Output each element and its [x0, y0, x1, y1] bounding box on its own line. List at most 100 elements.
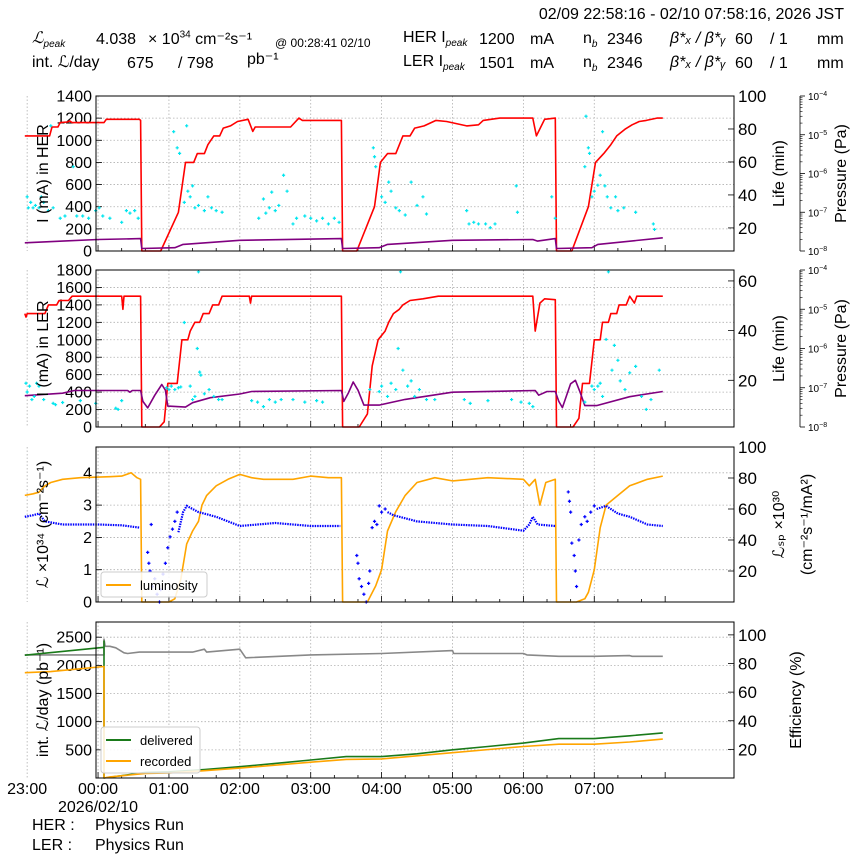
pressure-point — [255, 400, 260, 404]
pressure-point — [42, 397, 46, 402]
pressure-point — [403, 213, 407, 217]
pressure-point — [417, 387, 422, 392]
pressure-point — [86, 216, 91, 220]
pressure-point — [42, 200, 46, 204]
pressure-point — [190, 184, 195, 188]
specific-luminosity-trace — [177, 504, 341, 533]
pressure-point — [592, 189, 596, 193]
pressure-point — [401, 368, 405, 372]
pressure-point — [409, 180, 413, 184]
y-left-tick-label: 1400 — [56, 89, 92, 106]
ler-ipeak-label: LER Ipeak — [403, 53, 465, 73]
peak-luminosity-unit: × 1034 cm⁻²s⁻¹ — [148, 30, 252, 49]
specific-luminosity-point — [589, 510, 593, 514]
pressure-point — [199, 373, 203, 377]
y-left-tick-label: 4 — [83, 465, 92, 482]
pressure-point — [214, 209, 218, 213]
specific-luminosity-point — [574, 584, 579, 589]
pressure-point — [612, 343, 616, 347]
pressure-point — [433, 397, 437, 402]
pressure-point — [51, 206, 55, 210]
pressure-point — [394, 387, 398, 392]
y-right-tick-label: 60 — [738, 683, 757, 702]
specific-luminosity-point — [359, 584, 364, 589]
pressure-point — [476, 222, 481, 226]
pressure-point — [592, 387, 596, 392]
pressure-point — [49, 124, 53, 128]
pressure-point — [61, 400, 65, 405]
y-left-tick-label: 2 — [83, 530, 92, 547]
pressure-point — [326, 222, 331, 226]
her-ipeak-unit: mA — [530, 31, 554, 48]
y-left-tick-label: 400 — [65, 385, 92, 402]
pressure-point — [421, 195, 425, 199]
pressure-point — [63, 214, 67, 218]
x-tick-label: 05:00 — [432, 781, 472, 798]
pressure-point — [216, 397, 221, 402]
y-right-tick-label: 20 — [738, 740, 757, 759]
pressure-point — [628, 371, 632, 375]
pressure-tick-exponent: −6 — [819, 169, 827, 176]
y-right-tick-label: 20 — [738, 562, 757, 581]
her-beta-y: / 1 — [770, 31, 788, 48]
specific-luminosity-point — [166, 546, 170, 550]
pressure-point — [175, 146, 179, 150]
pressure-point — [182, 320, 186, 325]
pressure-point — [472, 220, 476, 224]
her-nb-text: n — [583, 30, 592, 47]
pressure-point — [264, 211, 268, 215]
specific-luminosity-point — [370, 526, 374, 530]
her-ipeak-value: 1200 — [479, 31, 515, 48]
pressure-point — [377, 389, 381, 394]
specific-luminosity-point — [355, 553, 359, 558]
pressure-point — [383, 200, 387, 204]
y-left-tick-label: 0 — [83, 595, 92, 612]
pressure-tick-exponent: −8 — [819, 422, 827, 429]
her-beta-x: 60 — [735, 31, 753, 48]
pressure-point — [281, 173, 286, 177]
pressure-point — [193, 206, 197, 210]
pressure-point — [584, 114, 588, 118]
pressure-point — [606, 270, 611, 274]
pressure-point — [51, 401, 55, 405]
pressure-point — [81, 214, 85, 218]
pressure-point — [604, 337, 608, 342]
specific-luminosity-trace — [386, 511, 556, 532]
x-tick-label: 07:00 — [574, 781, 614, 798]
pressure-point — [649, 397, 653, 402]
pressure-point — [209, 206, 214, 210]
pressure-point — [396, 346, 400, 351]
pressure-point — [609, 206, 613, 210]
pressure-point — [182, 200, 186, 204]
pressure-point — [37, 206, 41, 210]
legend: delivered recorded — [100, 726, 201, 774]
specific-luminosity-point — [170, 527, 175, 531]
y-left-tick-label: 200 — [65, 221, 92, 238]
y-right-axis-label: Life (min) — [771, 140, 788, 207]
pressure-point — [596, 183, 600, 187]
x-tick-label: 03:00 — [291, 781, 331, 798]
plot-frame — [95, 95, 735, 252]
y-right-tick-label: 40 — [738, 712, 757, 731]
pressure-tick-exponent: −4 — [819, 265, 827, 272]
pressure-point — [618, 379, 622, 383]
her-nb-label: nb — [583, 30, 597, 50]
pressure-point — [613, 195, 618, 199]
pressure-point — [267, 206, 271, 210]
pressure-point — [198, 370, 202, 374]
specific-luminosity-point — [380, 510, 384, 514]
pressure-tick-label: 10−6 — [808, 169, 827, 181]
pressure-point — [37, 384, 41, 388]
pressure-point — [172, 130, 176, 134]
specific-luminosity-point — [362, 592, 366, 596]
ler-nb-label: nb — [583, 54, 597, 74]
her-mode-label: HER : — [32, 817, 75, 834]
y-left-axis-label: int. ℒ/day (pb⁻¹) — [35, 643, 52, 757]
specific-luminosity-point — [585, 519, 589, 523]
pressure-point — [46, 209, 51, 213]
specific-luminosity-trace — [596, 504, 663, 528]
pressure-point — [133, 209, 137, 213]
pressure-point — [78, 399, 82, 403]
specific-luminosity-point — [573, 569, 577, 573]
